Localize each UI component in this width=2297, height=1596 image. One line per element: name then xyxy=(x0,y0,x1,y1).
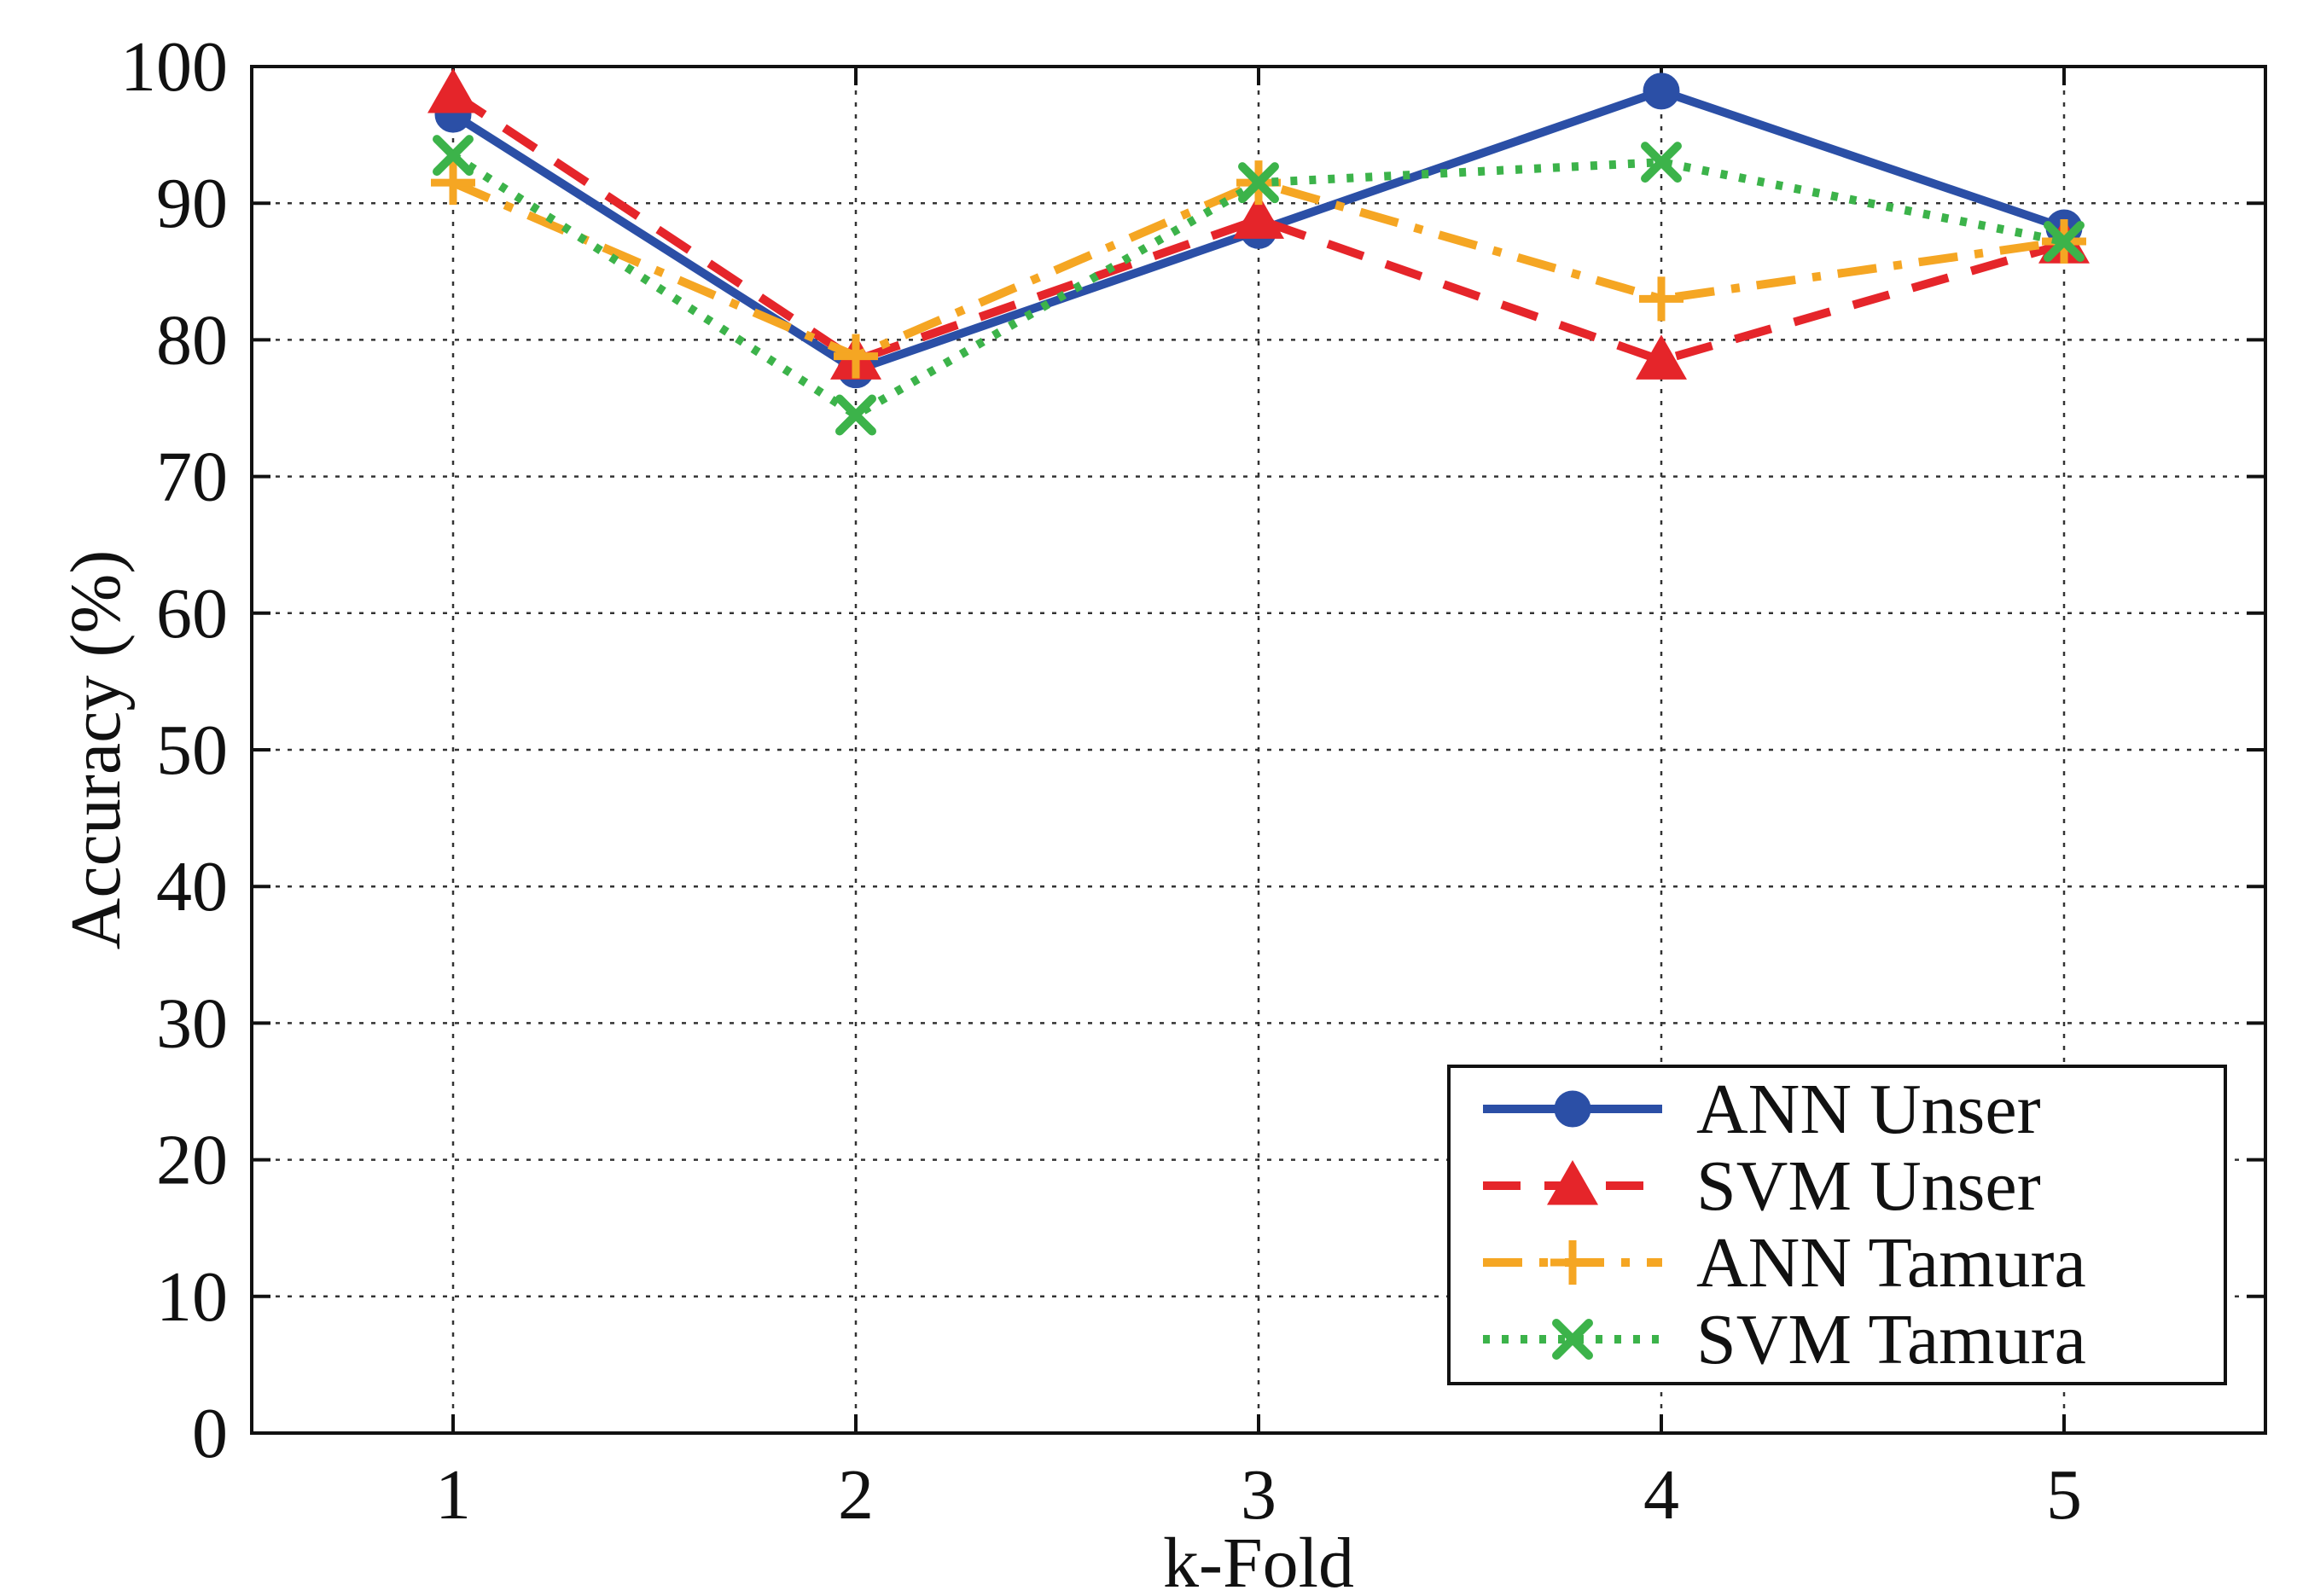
y-tick-label: 30 xyxy=(156,984,228,1063)
data-point xyxy=(1641,142,1682,183)
legend-label: ANN Unser xyxy=(1696,1070,2041,1149)
legend-entry: SVM Unser xyxy=(1483,1146,2041,1226)
data-point xyxy=(835,394,876,436)
axis-ticks: 0 10 20 30 40 50 60 70 80 90 100 1 2 3 4 5 xyxy=(120,27,2265,1535)
series-line xyxy=(451,90,2066,365)
data-point xyxy=(2044,221,2085,263)
y-axis-title: Accuracy (%) xyxy=(56,550,136,950)
legend-entry: SVM Tamura xyxy=(1483,1300,2086,1379)
legend-marker xyxy=(1554,1090,1591,1128)
x-tick-label: 3 xyxy=(1241,1455,1276,1535)
legend-entry: ANN Tamura xyxy=(1483,1223,2086,1303)
x-tick-label: 4 xyxy=(1643,1455,1679,1535)
legend-marker xyxy=(1552,1319,1593,1360)
y-tick-label: 0 xyxy=(192,1394,228,1473)
y-tick-label: 80 xyxy=(156,300,228,380)
legend-entry: ANN Unser xyxy=(1483,1070,2041,1149)
series-svm-tamura xyxy=(433,135,2085,436)
y-tick-label: 20 xyxy=(156,1121,228,1200)
y-tick-label: 100 xyxy=(120,27,228,107)
data-point xyxy=(1233,194,1284,239)
data-point xyxy=(431,160,475,206)
y-tick-label: 90 xyxy=(156,164,228,243)
legend-label: SVM Unser xyxy=(1696,1146,2041,1226)
data-point xyxy=(1238,162,1279,204)
data-point xyxy=(433,135,474,177)
x-tick-label: 5 xyxy=(2046,1455,2082,1535)
y-tick-label: 40 xyxy=(156,847,228,926)
legend-label: ANN Tamura xyxy=(1696,1223,2086,1303)
y-tick-label: 10 xyxy=(156,1257,228,1337)
x-tick-label: 2 xyxy=(838,1455,874,1535)
data-point xyxy=(1639,276,1683,322)
y-tick-label: 70 xyxy=(156,438,228,517)
data-point xyxy=(834,334,878,379)
y-tick-label: 50 xyxy=(156,711,228,790)
x-tick-label: 1 xyxy=(435,1455,471,1535)
data-point xyxy=(1636,334,1687,380)
legend-marker xyxy=(1547,1160,1598,1205)
data-point xyxy=(427,68,479,113)
legend-marker xyxy=(1550,1240,1595,1285)
legend-label: SVM Tamura xyxy=(1696,1300,2086,1379)
series-group xyxy=(427,68,2090,436)
data-point xyxy=(1643,73,1680,110)
y-tick-label: 60 xyxy=(156,574,228,653)
x-axis-title: k-Fold xyxy=(1163,1523,1354,1596)
